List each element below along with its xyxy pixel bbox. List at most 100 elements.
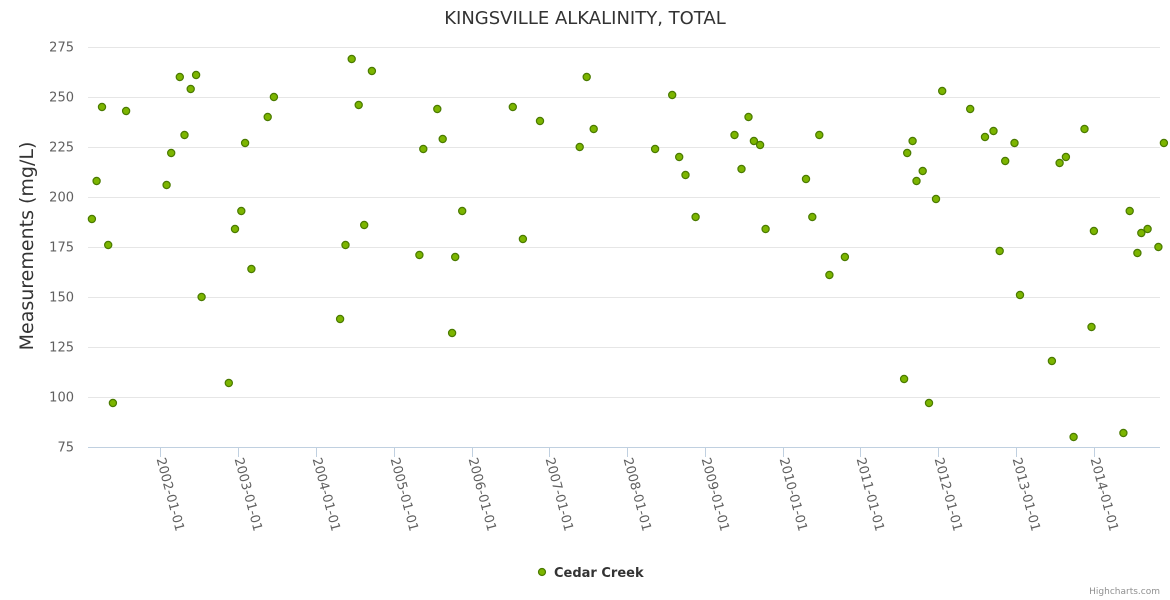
data-point[interactable] bbox=[367, 66, 377, 76]
data-point[interactable] bbox=[681, 170, 690, 180]
data-point[interactable] bbox=[1159, 138, 1169, 148]
data-point[interactable] bbox=[737, 164, 746, 174]
data-point[interactable] bbox=[1125, 206, 1134, 216]
data-point[interactable] bbox=[1055, 158, 1064, 168]
data-point[interactable] bbox=[1010, 138, 1019, 148]
data-point[interactable] bbox=[808, 212, 817, 222]
data-point[interactable] bbox=[108, 398, 118, 408]
data-point[interactable] bbox=[1080, 124, 1089, 134]
data-point[interactable] bbox=[749, 136, 759, 146]
data-point[interactable] bbox=[931, 194, 941, 204]
data-point[interactable] bbox=[755, 140, 765, 150]
data-point[interactable] bbox=[162, 180, 171, 190]
data-point[interactable] bbox=[230, 224, 240, 234]
data-point[interactable] bbox=[918, 166, 927, 176]
legend-item-label[interactable]: Cedar Creek bbox=[554, 566, 644, 581]
data-point[interactable] bbox=[899, 374, 909, 384]
data-point[interactable] bbox=[121, 106, 131, 116]
x-tick-label: 2009-01-01 bbox=[698, 456, 732, 533]
data-point[interactable] bbox=[508, 102, 517, 112]
data-point[interactable] bbox=[1061, 152, 1071, 162]
data-point[interactable] bbox=[224, 378, 233, 388]
data-point[interactable] bbox=[1133, 248, 1142, 258]
data-point[interactable] bbox=[458, 206, 467, 216]
data-point[interactable] bbox=[582, 72, 591, 82]
data-point[interactable] bbox=[341, 240, 350, 250]
data-point[interactable] bbox=[938, 86, 947, 96]
data-point[interactable] bbox=[966, 104, 975, 114]
data-point[interactable] bbox=[1154, 242, 1163, 252]
data-point[interactable] bbox=[197, 292, 206, 302]
data-point[interactable] bbox=[744, 112, 753, 122]
data-point[interactable] bbox=[1069, 432, 1078, 442]
y-tick-label: 200 bbox=[49, 191, 74, 206]
data-point[interactable] bbox=[903, 148, 912, 158]
y-tick-label: 225 bbox=[49, 141, 74, 156]
y-axis-label: Measurements (mg/L) bbox=[16, 142, 38, 351]
data-point[interactable] bbox=[589, 124, 598, 134]
data-point[interactable] bbox=[447, 328, 457, 338]
data-point[interactable] bbox=[908, 136, 917, 146]
data-point[interactable] bbox=[650, 144, 660, 154]
data-point[interactable] bbox=[1143, 224, 1152, 234]
data-point[interactable] bbox=[360, 220, 369, 230]
data-point[interactable] bbox=[354, 100, 363, 110]
data-point[interactable] bbox=[1087, 322, 1096, 332]
data-point[interactable] bbox=[761, 224, 770, 234]
data-point[interactable] bbox=[535, 116, 545, 126]
data-point[interactable] bbox=[801, 174, 811, 184]
data-point[interactable] bbox=[995, 246, 1004, 256]
x-tick-label: 2013-01-01 bbox=[1009, 456, 1043, 533]
data-point[interactable] bbox=[912, 176, 921, 186]
data-point[interactable] bbox=[451, 252, 460, 262]
data-point[interactable] bbox=[347, 54, 356, 64]
data-point[interactable] bbox=[419, 144, 428, 154]
data-point[interactable] bbox=[186, 84, 195, 94]
data-point[interactable] bbox=[433, 104, 442, 114]
data-point[interactable] bbox=[191, 70, 201, 80]
data-point[interactable] bbox=[675, 152, 684, 162]
data-point[interactable] bbox=[269, 92, 279, 102]
data-point[interactable] bbox=[247, 264, 256, 274]
y-tick-label: 75 bbox=[57, 441, 74, 456]
data-point[interactable] bbox=[1015, 290, 1025, 300]
data-point[interactable] bbox=[87, 214, 97, 224]
data-point[interactable] bbox=[103, 240, 113, 250]
credits-link[interactable]: Highcharts.com bbox=[1089, 587, 1160, 597]
data-point[interactable] bbox=[1089, 226, 1099, 236]
y-tick-labels: 75 100 125 150 175 200 225 250 275 bbox=[49, 41, 74, 456]
x-tick-label: 2014-01-01 bbox=[1087, 456, 1121, 533]
data-point[interactable] bbox=[175, 72, 184, 82]
data-point[interactable] bbox=[825, 270, 834, 280]
data-point[interactable] bbox=[1001, 156, 1010, 166]
data-point[interactable] bbox=[575, 142, 584, 152]
data-point[interactable] bbox=[415, 250, 424, 260]
data-point[interactable] bbox=[97, 102, 107, 112]
data-point[interactable] bbox=[518, 234, 528, 244]
data-point[interactable] bbox=[924, 398, 934, 408]
x-tick-label: 2008-01-01 bbox=[620, 456, 654, 533]
data-point[interactable] bbox=[730, 130, 739, 140]
data-point[interactable] bbox=[92, 176, 101, 186]
data-point[interactable] bbox=[815, 130, 824, 140]
data-point[interactable] bbox=[1137, 228, 1146, 238]
data-point[interactable] bbox=[980, 132, 990, 142]
y-tick-label: 150 bbox=[49, 291, 74, 306]
data-point[interactable] bbox=[335, 314, 345, 324]
x-tick-label: 2003-01-01 bbox=[231, 456, 265, 533]
data-point[interactable] bbox=[438, 134, 447, 144]
x-tick-label: 2011-01-01 bbox=[853, 456, 887, 533]
data-point[interactable] bbox=[180, 130, 189, 140]
data-point[interactable] bbox=[1119, 428, 1128, 438]
data-point[interactable] bbox=[691, 212, 700, 222]
data-point[interactable] bbox=[237, 206, 246, 216]
data-point[interactable] bbox=[166, 148, 176, 158]
y-tick-label: 175 bbox=[49, 241, 74, 256]
data-point[interactable] bbox=[840, 252, 850, 262]
data-point[interactable] bbox=[668, 90, 677, 100]
data-point[interactable] bbox=[989, 126, 998, 136]
data-point[interactable] bbox=[240, 138, 250, 148]
legend[interactable]: Cedar Creek bbox=[537, 566, 644, 581]
data-point[interactable] bbox=[1047, 356, 1057, 366]
data-point[interactable] bbox=[263, 112, 272, 122]
